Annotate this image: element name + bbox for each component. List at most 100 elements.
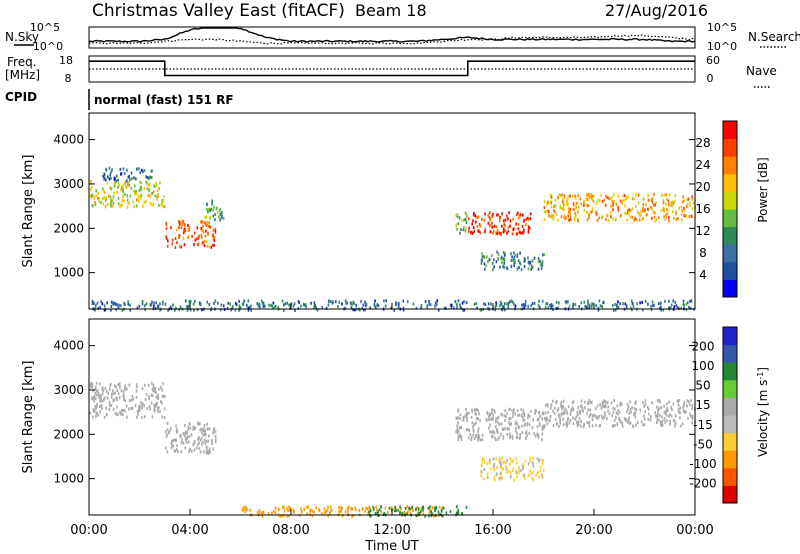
data-cell [116, 389, 119, 392]
data-cell [288, 514, 290, 518]
data-cell [329, 512, 331, 515]
data-cell [495, 260, 498, 264]
data-cell [475, 407, 478, 411]
data-cell [130, 407, 132, 410]
data-cell [621, 202, 623, 205]
data-cell [613, 407, 616, 411]
data-cell [163, 407, 166, 411]
data-cell [263, 304, 266, 308]
data-cell [562, 206, 564, 210]
data-cell [399, 511, 401, 515]
data-cell [610, 401, 613, 405]
data-cell [174, 245, 177, 249]
data-cell [572, 416, 574, 420]
data-cell [117, 202, 120, 206]
velocity-scatter [89, 381, 696, 518]
data-cell [166, 433, 168, 437]
data-cell [625, 418, 628, 422]
data-cell [157, 304, 160, 308]
data-cell [465, 408, 467, 412]
colorbar-segment [723, 362, 737, 381]
data-cell [194, 440, 196, 443]
data-cell [503, 265, 505, 269]
data-cell [110, 187, 113, 191]
data-cell [510, 264, 513, 268]
data-cell [571, 406, 574, 410]
data-cell [541, 260, 544, 264]
freq-unit-label: [MHz] [5, 68, 40, 82]
data-cell [166, 421, 169, 425]
data-cell [502, 227, 505, 231]
data-cell [591, 302, 593, 306]
data-cell [521, 431, 524, 434]
data-cell [303, 302, 305, 306]
data-cell [397, 301, 400, 305]
data-cell [156, 396, 158, 400]
data-cell [568, 304, 571, 308]
data-cell [141, 404, 143, 408]
data-cell [94, 305, 97, 309]
data-cell [106, 413, 108, 417]
data-cell [192, 427, 195, 431]
data-cell [675, 217, 678, 221]
data-cell [214, 218, 216, 222]
y-tick-label: 1000 [53, 472, 84, 486]
data-cell [651, 401, 653, 405]
data-cell [171, 242, 174, 246]
data-cell [199, 422, 201, 426]
data-cell [691, 421, 694, 425]
data-cell [541, 462, 544, 466]
data-cell [522, 466, 524, 470]
data-cell [247, 306, 250, 310]
data-cell [580, 424, 582, 428]
data-cell [631, 308, 633, 312]
data-cell [486, 255, 488, 259]
data-cell [563, 203, 565, 207]
data-cell [588, 216, 590, 219]
data-cell [201, 443, 203, 447]
data-cell [539, 414, 541, 418]
data-cell [219, 218, 221, 222]
data-cell [141, 300, 144, 304]
data-cell [180, 224, 182, 228]
data-cell [629, 400, 631, 404]
data-cell [467, 428, 469, 432]
data-cell [152, 383, 155, 387]
data-cell [120, 412, 122, 416]
data-cell [250, 304, 252, 308]
data-cell [220, 308, 222, 312]
data-cell [488, 460, 490, 464]
data-cell [313, 301, 316, 305]
data-cell [505, 266, 508, 270]
data-cell [502, 230, 505, 234]
data-cell [534, 434, 537, 438]
data-cell [591, 305, 593, 308]
data-cell [513, 227, 515, 231]
data-cell [148, 194, 151, 198]
data-cell [120, 409, 123, 413]
data-cell [211, 442, 213, 446]
data-cell [667, 199, 670, 203]
data-cell [577, 210, 579, 214]
data-cell [619, 199, 622, 203]
data-cell [135, 395, 138, 399]
data-cell [205, 229, 207, 233]
data-cell [136, 415, 138, 419]
data-cell [91, 382, 94, 386]
data-cell [204, 431, 206, 434]
data-cell [364, 308, 366, 312]
data-cell [512, 414, 514, 418]
data-cell [147, 193, 150, 197]
data-cell [153, 184, 156, 188]
data-cell [503, 219, 505, 223]
data-cell [647, 193, 650, 197]
data-cell [292, 304, 295, 308]
data-cell [184, 226, 186, 230]
data-cell [500, 460, 502, 464]
data-cell [652, 210, 655, 214]
data-cell [572, 422, 575, 426]
data-cell [590, 193, 592, 196]
data-cell [503, 261, 505, 265]
data-cell [316, 308, 318, 312]
data-cell [685, 205, 688, 209]
